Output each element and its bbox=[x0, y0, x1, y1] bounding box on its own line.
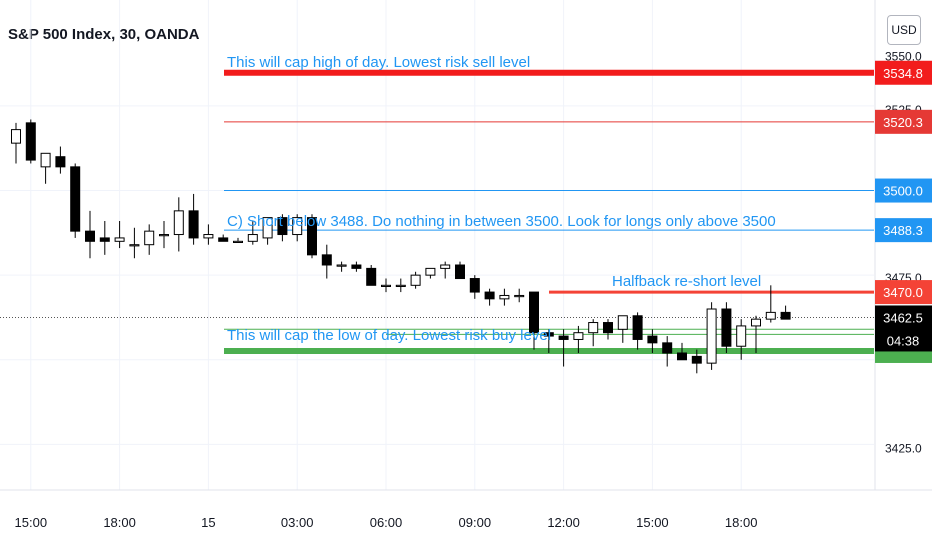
candle-up bbox=[262, 217, 273, 239]
time-axis-tick-label: 18:00 bbox=[103, 515, 136, 530]
candle-up bbox=[247, 234, 258, 242]
halfback-level-annotation: Halfback re-short level bbox=[612, 273, 761, 290]
time-axis-tick-label: 15 bbox=[201, 515, 215, 530]
time-axis-tick-label: 09:00 bbox=[459, 515, 492, 530]
candle-up bbox=[736, 325, 747, 347]
candle-up bbox=[425, 267, 436, 276]
halfback-level-axis-box bbox=[875, 280, 932, 305]
candle-up bbox=[114, 237, 125, 242]
symbol-title: S&P 500 Index, 30, OANDA bbox=[8, 26, 200, 43]
halfback-level-axis-label: 3470.0 bbox=[883, 285, 923, 300]
time-axis-tick-label: 12:00 bbox=[547, 515, 580, 530]
time-axis-tick-label: 06:00 bbox=[370, 515, 403, 530]
candle-up bbox=[499, 294, 510, 300]
long-level-axis-box bbox=[875, 178, 932, 203]
candle-down bbox=[70, 166, 81, 232]
buy-level-annotation: This will cap the low of day. Lowest ris… bbox=[227, 327, 551, 344]
candle-down bbox=[366, 267, 377, 286]
annotations: This will cap high of day. Lowest risk s… bbox=[227, 54, 776, 344]
candle-down bbox=[351, 264, 362, 269]
current-price-box bbox=[875, 305, 932, 352]
candle-up bbox=[233, 240, 243, 244]
candle-down bbox=[558, 335, 569, 340]
candle-down bbox=[469, 278, 480, 293]
sell-level-annotation: This will cap high of day. Lowest risk s… bbox=[227, 54, 530, 71]
candle-up bbox=[617, 315, 628, 330]
candle-down bbox=[484, 291, 495, 300]
price-axis-tick-label: 3425.0 bbox=[885, 441, 922, 455]
candle-down bbox=[99, 237, 110, 242]
candle-up bbox=[144, 230, 155, 246]
candle-up bbox=[203, 234, 214, 239]
candle-down bbox=[632, 315, 643, 340]
candle-down bbox=[307, 217, 317, 256]
candle-down bbox=[188, 210, 199, 239]
price-axis-tick-label: 3550.0 bbox=[885, 49, 922, 63]
candle-up bbox=[381, 284, 391, 288]
short-level-axis-box bbox=[875, 218, 932, 243]
resistance-level-axis-label: 3520.3 bbox=[883, 115, 923, 130]
candle-down bbox=[218, 237, 229, 242]
candle-up bbox=[751, 318, 761, 327]
candle-up bbox=[573, 332, 584, 340]
candle-down bbox=[277, 217, 288, 236]
candle-up bbox=[765, 311, 776, 320]
time-axis-tick-label: 18:00 bbox=[725, 515, 758, 530]
resistance-level-axis-box bbox=[875, 109, 932, 134]
candle-down bbox=[85, 230, 95, 242]
candle-down bbox=[647, 335, 658, 344]
horizontal-levels bbox=[0, 69, 874, 354]
candle-up bbox=[159, 234, 169, 237]
candle-up bbox=[440, 264, 451, 269]
time-axis[interactable]: 15:00 18:00 15 03:00 06:00 09:00 12:00 15:00 18:… bbox=[15, 515, 758, 530]
currency-button[interactable]: USD bbox=[887, 15, 921, 45]
time-axis-tick-label: 15:00 bbox=[15, 515, 48, 530]
sell-level-axis-label: 3534.8 bbox=[883, 66, 923, 81]
candle-down bbox=[455, 264, 465, 280]
candle-down bbox=[780, 311, 791, 320]
candle-down bbox=[25, 122, 36, 161]
candle-up bbox=[588, 322, 599, 334]
candle-up bbox=[173, 210, 184, 236]
candles bbox=[11, 119, 791, 374]
candle-up bbox=[395, 284, 406, 288]
candle-up bbox=[514, 294, 525, 298]
candle-up bbox=[11, 129, 21, 144]
candle-down bbox=[662, 342, 673, 354]
short-level-annotation: C) Short below 3488. Do nothing in betwe… bbox=[227, 213, 776, 230]
countdown-label: 04:38 bbox=[887, 333, 920, 348]
time-axis-tick-label: 03:00 bbox=[281, 515, 314, 530]
candle-down bbox=[603, 322, 613, 334]
candle-up bbox=[410, 274, 421, 286]
sell-level-axis-box bbox=[875, 60, 932, 85]
time-axis-tick-label: 15:00 bbox=[636, 515, 669, 530]
candle-down bbox=[529, 291, 539, 334]
candle-up bbox=[292, 217, 303, 236]
candle-down bbox=[677, 352, 687, 361]
candle-down bbox=[721, 308, 732, 347]
long-level-axis-label: 3500.0 bbox=[883, 184, 923, 199]
candle-up bbox=[129, 244, 140, 247]
short-level-axis-label: 3488.3 bbox=[883, 223, 923, 238]
candle-up bbox=[336, 264, 347, 267]
price-axis[interactable]: 3550.03525.03475.03425.03534.83520.33500… bbox=[875, 49, 932, 455]
candle-down bbox=[543, 332, 554, 337]
candle-down bbox=[55, 156, 66, 168]
candle-up bbox=[40, 152, 51, 168]
current-price-label: 3462.5 bbox=[883, 310, 923, 325]
candle-down bbox=[321, 254, 332, 266]
candle-down bbox=[691, 355, 702, 364]
candle-up bbox=[706, 308, 717, 364]
